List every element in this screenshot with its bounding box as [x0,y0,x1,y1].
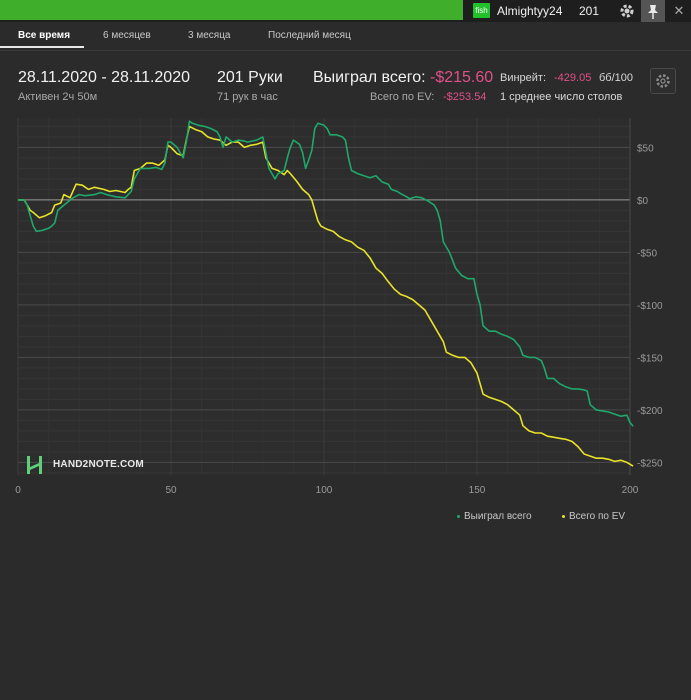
series-won-line [18,120,634,427]
y-tick-label: $50 [637,143,654,154]
period-tabs: Все время 6 месяцев 3 месяца Последний м… [0,22,691,50]
x-tick-label: 50 [165,485,177,496]
y-tick-label: -$100 [637,301,663,312]
x-tick-label: 0 [15,485,21,496]
won-total-label: Выиграл всего: [313,69,426,86]
chart-axes: 0 50 100 150 200 $50 $0 -$50 -$100 -$150 -$200 -$25… [15,118,663,496]
legend-dot-won [457,514,460,518]
ev-total-label: Всего по EV: [370,91,435,103]
close-icon: ✕ [673,3,685,18]
tab-3-months[interactable]: 3 месяца [188,30,231,41]
header-hands-count: 201 [579,4,600,18]
winrate-label: Винрейт: [500,72,547,84]
hand2note-logo-text: HAND2NOTE.COM [53,459,144,470]
tab-last-month[interactable]: Последний месяц [268,30,351,41]
legend-item-ev: Всего по EV [562,511,625,522]
avg-tables: 1 среднее число столов [500,91,623,103]
y-tick-label: -$250 [637,458,663,469]
pin-button[interactable] [641,0,665,22]
active-time: Активен 2ч 50м [18,91,98,103]
profit-chart: 0 50 100 150 200 $50 $0 -$50 -$100 -$150 -$200 -$25… [15,118,663,496]
legend-label-ev: Всего по EV [569,511,626,522]
series-ev-line [18,125,634,467]
close-button[interactable]: ✕ [668,0,690,22]
chart-grid [17,118,631,475]
player-status-strip [0,0,463,20]
winrate-unit: бб/100 [599,72,634,84]
tab-6-months[interactable]: 6 месяцев [103,30,151,41]
tabs-divider [0,50,691,51]
y-tick-label: $0 [637,196,649,207]
chart-settings-button[interactable] [650,68,676,94]
y-tick-label: -$150 [637,353,663,364]
gear-icon [620,4,634,18]
x-tick-label: 100 [316,485,333,496]
username: Almightyy24 [497,4,563,18]
gear-icon [656,74,670,88]
hand2note-logo-icon [27,456,42,474]
y-tick-label: -$200 [637,406,663,417]
date-range: 28.11.2020 - 28.11.2020 [18,69,190,86]
hand2note-logo: HAND2NOTE.COM [25,455,144,475]
winrate-value: -429.05 [554,72,592,84]
pin-icon [648,5,658,19]
summary-panel: 28.11.2020 - 28.11.2020 Активен 2ч 50м 2… [0,60,691,110]
hands-total: 201 Руки [217,69,283,86]
x-tick-label: 200 [622,485,639,496]
legend-dot-ev [562,514,565,518]
tab-all-time[interactable]: Все время [18,30,71,41]
y-tick-label: -$50 [637,248,657,259]
chart-series [18,120,634,467]
settings-button[interactable] [615,0,639,22]
top-bar: fish Almightyy24 201 ✕ [0,0,691,22]
ev-total-value: -$253.54 [443,91,487,103]
legend-item-won: Выиграл всего [457,511,532,522]
x-tick-label: 150 [469,485,486,496]
player-type-badge: fish [473,3,490,18]
active-tab-indicator [0,46,84,48]
legend-label-won: Выиграл всего [464,511,532,522]
hands-per-hour: 71 рук в час [217,91,278,103]
won-total-value: -$215.60 [430,69,494,86]
